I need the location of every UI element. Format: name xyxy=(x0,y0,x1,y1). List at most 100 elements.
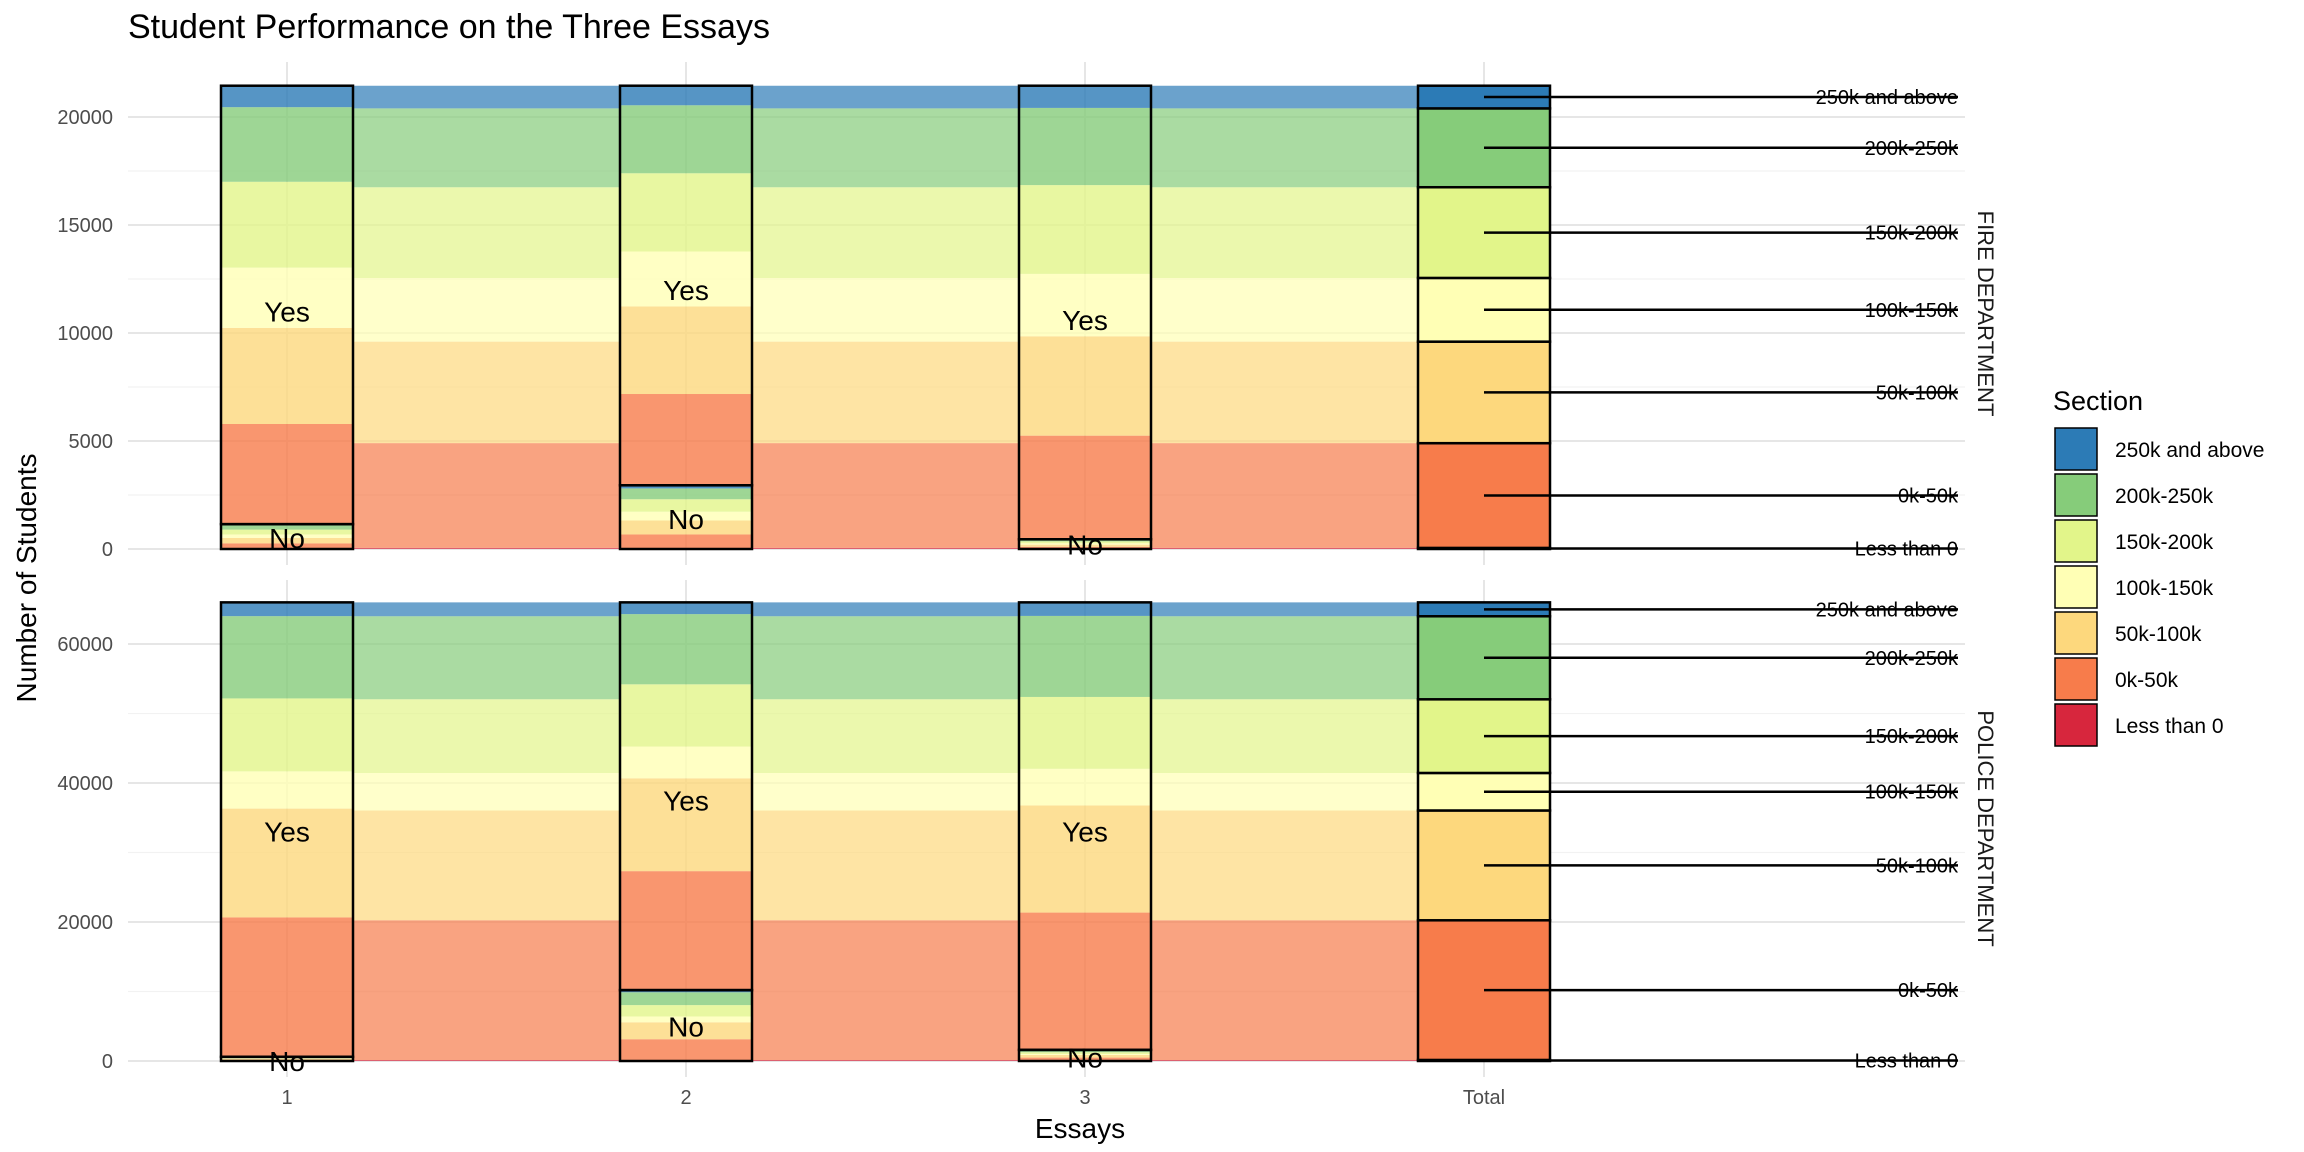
legend-key-200k-250k xyxy=(2054,473,2098,517)
flow-ribbon-0k-50k xyxy=(353,920,620,1060)
flow-segment-250k-and-above xyxy=(1019,602,1151,616)
strip-label-fire-department: FIRE DEPARTMENT xyxy=(1973,211,1998,417)
flow-segment-150k-200k xyxy=(221,181,353,268)
strata-essay-2: Yes No xyxy=(618,601,754,1063)
flow-segment-200k-250k xyxy=(221,525,353,530)
flow-segment-200k-250k xyxy=(1019,107,1151,186)
callout-label-200k-250k: 200k-250k xyxy=(1865,648,1959,670)
flow-segment-200k-250k xyxy=(1019,1050,1151,1053)
strata-essay-2: Yes No xyxy=(618,84,754,551)
y-tick-label: 20000 xyxy=(57,912,113,934)
flow-segment-100k-150k xyxy=(221,267,353,328)
chart-panels: 0 5000 10000 15000 20000 Less than 0 0k-50k 50k… xyxy=(57,62,1998,1077)
y-tick-label: 0 xyxy=(102,1051,113,1073)
y-tick-label: 0 xyxy=(102,539,113,561)
flow-segment-150k-200k xyxy=(221,698,353,772)
flow-segment-50k-100k xyxy=(620,306,752,395)
flow-segment-50k-100k xyxy=(620,520,752,535)
x-tick-label: 1 xyxy=(281,1087,292,1109)
stratum-yes xyxy=(1017,601,1153,1052)
stratum-label-yes: Yes xyxy=(264,817,310,848)
flow-segment-0k-50k xyxy=(221,543,353,549)
flow-segment-150k-200k xyxy=(620,1005,752,1017)
legend: Section 250k and above 200k-250k 150k-200k… xyxy=(2053,386,2264,747)
legend-label: Less than 0 xyxy=(2115,715,2224,738)
stratum-yes xyxy=(219,84,355,526)
callout-label-250k-and-above: 250k and above xyxy=(1816,87,1958,109)
flow-ribbon-200k-250k xyxy=(752,108,1019,188)
stratum-label-yes: Yes xyxy=(1062,817,1108,848)
legend-label: 150k-200k xyxy=(2115,531,2214,554)
flow-ribbon-less-than-0 xyxy=(752,1059,1019,1061)
y-axis-title: Number of Students xyxy=(11,453,42,702)
flow-ribbon-100k-150k xyxy=(1151,772,1418,811)
callout-label-less-than-0: Less than 0 xyxy=(1855,538,1958,560)
strip-label-police-department: POLICE DEPARTMENT xyxy=(1973,710,1998,946)
strata-essay-1: Yes No xyxy=(219,601,355,1077)
flow-ribbon-150k-200k xyxy=(353,699,620,773)
flow-segment-100k-150k xyxy=(1019,273,1151,337)
flow-segment-200k-250k xyxy=(221,616,353,699)
flow-ribbon-less-than-0 xyxy=(752,547,1019,549)
flow-ribbon-250k-and-above xyxy=(752,602,1019,617)
flow-segment-0k-50k xyxy=(620,871,752,990)
flow-segment-200k-250k xyxy=(620,105,752,174)
flow-segment-50k-100k xyxy=(221,1058,353,1060)
flow-ribbon-0k-50k xyxy=(752,920,1019,1060)
flow-segment-0k-50k xyxy=(620,394,752,485)
flow-ribbon-200k-250k xyxy=(752,616,1019,700)
y-tick-label: 5000 xyxy=(69,431,114,453)
flow-ribbon-250k-and-above xyxy=(353,85,620,109)
flow-ribbon-150k-200k xyxy=(1151,187,1418,278)
flow-segment-50k-100k xyxy=(1019,1054,1151,1058)
panel-fire-department: 0 5000 10000 15000 20000 Less than 0 0k-50k 50k… xyxy=(57,62,1998,565)
stratum-label-no: No xyxy=(1067,530,1103,561)
flow-ribbon-250k-and-above xyxy=(1151,602,1418,617)
flow-segment-100k-150k xyxy=(221,771,353,809)
flow-segment-200k-250k xyxy=(1019,615,1151,697)
flow-ribbon-50k-100k xyxy=(752,810,1019,921)
callout-label-0k-50k: 0k-50k xyxy=(1898,980,1959,1002)
y-tick-label: 60000 xyxy=(57,634,113,656)
flows xyxy=(221,85,1418,549)
legend-key-150k-200k xyxy=(2054,519,2098,563)
flow-segment-0k-50k xyxy=(221,424,353,524)
legend-label: 50k-100k xyxy=(2115,623,2202,646)
legend-key-0k-50k xyxy=(2054,657,2098,701)
legend-key-250k-and-above xyxy=(2054,427,2098,471)
flow-ribbon-less-than-0 xyxy=(1151,1059,1418,1061)
stratum-label-no: No xyxy=(269,523,305,554)
callout-label-150k-200k: 150k-200k xyxy=(1865,223,1959,245)
flow-segment-200k-250k xyxy=(221,107,353,182)
legend-title: Section xyxy=(2053,386,2143,416)
y-tick-label: 15000 xyxy=(57,215,113,237)
flow-ribbon-150k-200k xyxy=(1151,699,1418,773)
stratum-yes xyxy=(1017,84,1153,541)
stratum-label-yes: Yes xyxy=(663,275,709,306)
flow-ribbon-50k-100k xyxy=(1151,810,1418,921)
flow-ribbon-50k-100k xyxy=(752,341,1019,444)
flow-ribbon-100k-150k xyxy=(1151,277,1418,342)
flow-segment-200k-250k xyxy=(1019,539,1151,542)
flow-ribbon-150k-200k xyxy=(752,699,1019,773)
flow-ribbon-150k-200k xyxy=(752,187,1019,278)
flow-segment-100k-150k xyxy=(1019,1054,1151,1055)
stratum-label-no: No xyxy=(668,504,704,535)
flow-ribbon-100k-150k xyxy=(752,772,1019,811)
flow-ribbon-250k-and-above xyxy=(752,85,1019,109)
strata-essay-1: Yes No xyxy=(219,84,355,554)
flows xyxy=(221,602,1418,1061)
flow-segment-50k-100k xyxy=(1019,544,1151,547)
strata-essay-3: Yes No xyxy=(1017,84,1153,561)
stratum-label-no: No xyxy=(269,1046,305,1077)
callout-label-100k-150k: 100k-150k xyxy=(1865,782,1959,804)
flow-segment-250k-and-above xyxy=(221,85,353,108)
x-axis-title: Essays xyxy=(1035,1113,1125,1144)
y-tick-label: 40000 xyxy=(57,773,113,795)
flow-ribbon-less-than-0 xyxy=(353,547,620,549)
flow-segment-150k-200k xyxy=(620,173,752,252)
callout-label-0k-50k: 0k-50k xyxy=(1898,486,1959,508)
flow-segment-150k-200k xyxy=(1019,541,1151,544)
chart-title: Student Performance on the Three Essays xyxy=(128,8,770,46)
flow-ribbon-200k-250k xyxy=(353,616,620,700)
